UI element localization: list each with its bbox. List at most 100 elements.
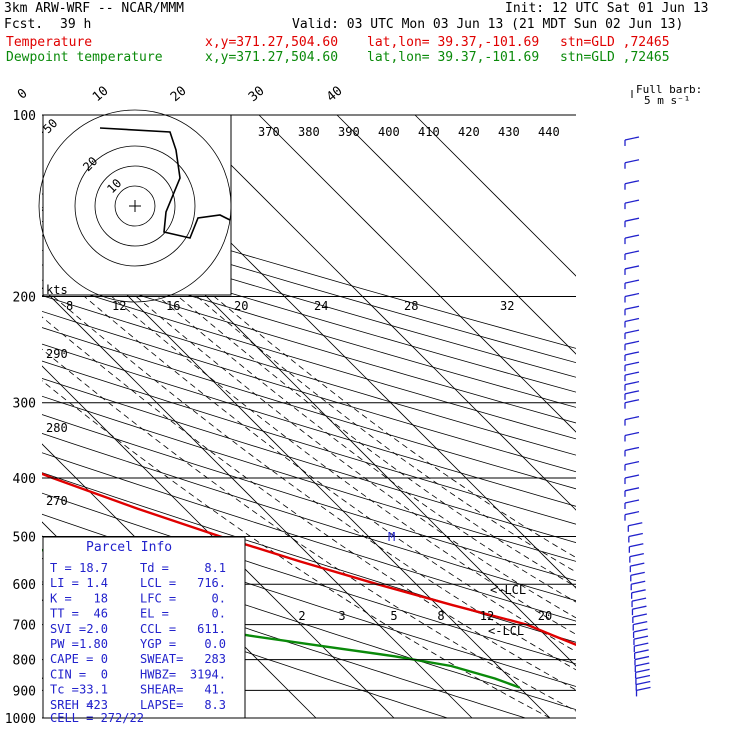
parcel-value: 46 (94, 607, 108, 621)
wind-barb (624, 351, 640, 356)
parcel-value: 0. (212, 591, 226, 605)
hodograph-speed-label: 8 (66, 299, 73, 313)
wind-barb (634, 649, 649, 654)
moist-adiabat (53, 296, 576, 671)
mixing-ratio-label: 5 (390, 609, 397, 623)
fcst-label: Fcst. (4, 17, 44, 32)
mixing-ratio-line (665, 584, 705, 718)
isotherm-line (180, 115, 576, 511)
isotherm-line (258, 115, 576, 433)
isotherm-label: 0 (15, 86, 31, 103)
isobar-label: 500 (13, 530, 36, 545)
parcel-value: 2.0 (86, 622, 108, 636)
moist-adiabat (213, 296, 576, 558)
dry-adiabat (42, 414, 576, 582)
moist-adiabat (196, 296, 576, 573)
wind-barb (624, 199, 640, 204)
parcel-key: LAPSE= (140, 698, 183, 712)
dry-adiabat (42, 207, 576, 364)
parcel-cell: CELL = 272/22 (50, 711, 144, 725)
theta-label: 440 (538, 125, 560, 139)
wind-barb (632, 613, 647, 618)
parcel-key: SWEAT= (140, 652, 183, 666)
temp-legend-stn: stn=GLD ,72465 (560, 35, 670, 50)
parcel-key: CAPE = (50, 652, 93, 666)
dew-legend-xy: x,y=371.27,504.60 (205, 50, 339, 65)
temp-legend-label: Temperature (6, 35, 93, 50)
dry-adiabat (42, 432, 576, 602)
wind-barb (624, 511, 640, 516)
mixing-ratio-label: 8 (437, 609, 444, 623)
mixing-ratio-line (592, 584, 632, 718)
dew-legend-stn: stn=GLD ,72465 (560, 50, 670, 65)
parcel-value: 0 (101, 667, 108, 681)
parcel-key: SVI = (50, 622, 86, 636)
isobar-label: 900 (13, 684, 36, 699)
theta-label: 370 (258, 125, 280, 139)
theta-side-label: 270 (46, 494, 68, 508)
dry-adiabat (42, 221, 576, 378)
hodograph-ring (94, 165, 176, 247)
wind-barb (631, 597, 647, 602)
parcel-value: 0 (101, 652, 108, 666)
parcel-key: Td = (140, 561, 169, 575)
wind-barb (633, 620, 648, 626)
parcel-title: Parcel Info (86, 540, 172, 555)
parcel-value: 283 (204, 652, 226, 666)
dry-adiabat (42, 295, 576, 456)
isobar-label: 100 (13, 109, 36, 124)
hodograph-speed-label: 12 (112, 299, 126, 313)
theta-label: 420 (458, 125, 480, 139)
fcst-value: 39 h (60, 17, 92, 32)
hodograph-speed-label: 16 (166, 299, 180, 313)
isotherm-label: 10 (90, 84, 112, 106)
wind-barb (624, 305, 640, 310)
theta-side-label: 280 (46, 421, 68, 435)
wind-legend: 5 m s⁻¹ (644, 94, 690, 107)
wind-barb (624, 499, 640, 504)
wind-barb (633, 628, 648, 633)
theta-label: 410 (418, 125, 440, 139)
lcl-marker: <-LCL (488, 624, 524, 638)
hodograph-units: kts (46, 283, 68, 297)
wind-barb (630, 571, 645, 576)
temp-legend-xy: x,y=371.27,504.60 (205, 35, 339, 50)
isotherm-label: 20 (168, 84, 190, 106)
dew-legend-latlon: lat,lon= 39.37,-101.69 (367, 50, 540, 65)
wind-barb (635, 674, 651, 680)
isotherm-label: 30 (246, 84, 268, 106)
parcel-value: 3194. (190, 667, 226, 681)
parcel-value: 1.80 (79, 637, 108, 651)
theta-label: 380 (298, 125, 320, 139)
wind-barb (624, 217, 640, 222)
hodograph-box (42, 114, 232, 296)
theta-label: 390 (338, 125, 360, 139)
init-time: Init: 12 UTC Sat 01 Jun 13 (505, 1, 709, 16)
parcel-key: YGP = (140, 637, 176, 651)
isobar-label: 600 (13, 578, 36, 593)
wind-barb (634, 655, 650, 661)
wind-barb (630, 562, 645, 567)
isotherm-line (42, 287, 473, 718)
mixing-ratio-label: 12 (480, 609, 494, 623)
hodograph-speed-label: 24 (314, 299, 328, 313)
parcel-key: SHEAR= (140, 683, 183, 697)
wind-barb (624, 446, 640, 452)
mixing-ratio-label: 2 (298, 609, 305, 623)
isobar-label: 1000 (5, 712, 36, 727)
valid-time: Valid: 03 UTC Mon 03 Jun 13 (21 MDT Sun … (292, 17, 684, 32)
parcel-key: HWBZ= (140, 667, 176, 681)
dry-adiabat (42, 310, 576, 473)
parcel-value: 0.0 (204, 637, 226, 651)
hodograph-speed-label: 28 (404, 299, 418, 313)
temperature-profile (42, 472, 576, 646)
wind-barb (624, 279, 640, 284)
parcel-key: K = (50, 591, 72, 605)
wind-barb (624, 250, 640, 255)
parcel-value: 8.3 (204, 698, 226, 712)
dry-adiabat (42, 492, 576, 665)
hodograph-ring (38, 109, 232, 303)
parcel-key: LCL = (140, 576, 176, 590)
parcel-value: 423 (86, 698, 108, 712)
